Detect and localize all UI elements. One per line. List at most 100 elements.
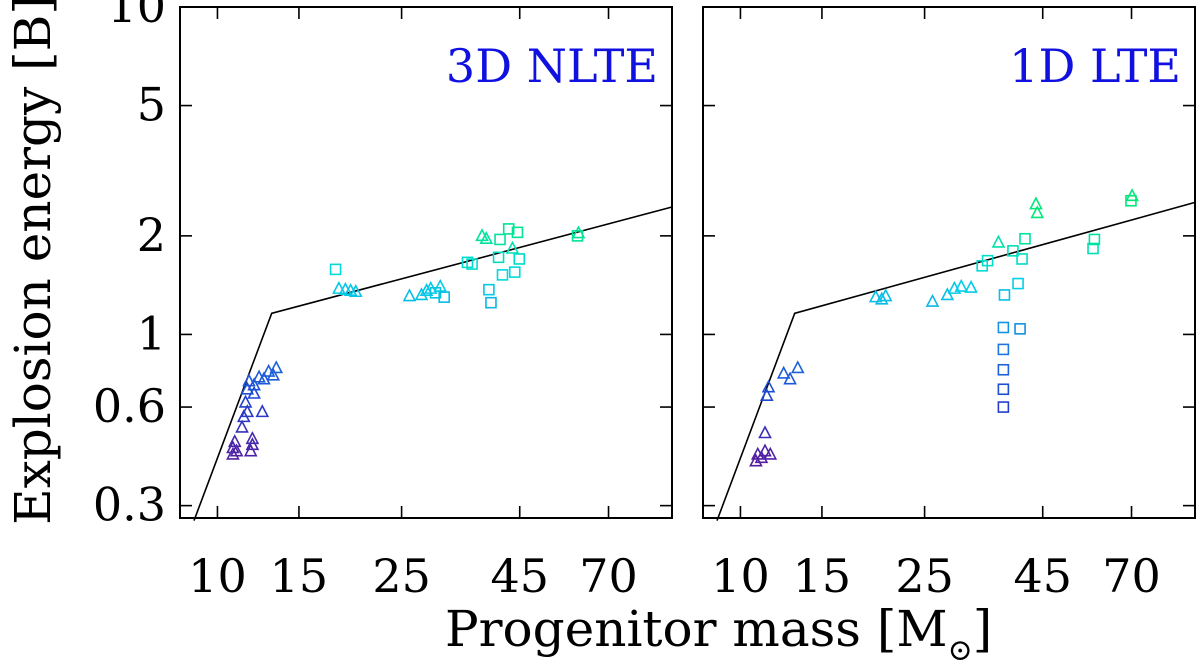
y-tick-label: 2 xyxy=(137,208,166,262)
data-point-triangle xyxy=(240,404,255,418)
data-point-triangle xyxy=(763,446,778,460)
data-point-triangle xyxy=(878,288,893,302)
data-point-triangle xyxy=(227,434,242,448)
y-tick-label: 5 xyxy=(137,78,166,132)
data-point-triangle xyxy=(776,365,791,379)
x-axis-label-text: Progenitor mass [M xyxy=(445,600,948,658)
data-point-triangle xyxy=(783,371,797,385)
data-point-square xyxy=(502,223,515,235)
data-point-triangle xyxy=(245,431,260,445)
data-point-triangle xyxy=(419,282,434,296)
x-tick-label: 15 xyxy=(793,549,852,603)
fit-line xyxy=(716,201,1196,521)
data-point-triangle xyxy=(266,367,281,381)
panel-frame-2 xyxy=(702,6,1196,519)
data-point-triangle xyxy=(964,279,978,293)
data-point-square xyxy=(1088,233,1101,246)
data-point-triangle xyxy=(749,453,763,467)
data-point-square xyxy=(508,266,521,278)
data-point-triangle xyxy=(991,234,1006,248)
x-tick-label: 25 xyxy=(372,549,431,603)
x-axis-label: Progenitor mass [M⊙] xyxy=(445,600,992,664)
panel-label: 1D LTE xyxy=(1009,39,1181,93)
x-tick-label: 70 xyxy=(579,549,638,603)
data-point-triangle xyxy=(402,288,417,302)
data-point-square xyxy=(485,296,497,309)
data-point-triangle xyxy=(758,425,772,439)
data-point-square xyxy=(1014,323,1026,335)
data-point-square xyxy=(492,251,505,264)
data-point-square xyxy=(997,401,1010,413)
data-point-triangle xyxy=(954,278,969,292)
data-point-triangle xyxy=(332,280,346,294)
data-point-triangle xyxy=(433,278,448,292)
data-point-triangle xyxy=(761,379,776,393)
data-point-square xyxy=(1087,242,1099,255)
data-point-triangle xyxy=(758,443,772,457)
data-point-square xyxy=(1016,253,1028,265)
data-point-triangle xyxy=(1125,188,1139,202)
data-point-triangle xyxy=(242,373,256,387)
data-point-triangle xyxy=(243,443,258,457)
x-axis-label-close: ] xyxy=(973,600,993,658)
data-point-square xyxy=(997,321,1010,334)
data-point-square xyxy=(997,343,1010,356)
data-point-triangle xyxy=(245,437,260,451)
data-point-square xyxy=(1012,277,1024,290)
x-tick-label: 15 xyxy=(270,549,329,603)
data-point-square xyxy=(997,363,1010,376)
data-point-triangle xyxy=(754,450,769,464)
panel-frame-1 xyxy=(179,6,673,519)
data-point-triangle xyxy=(1029,196,1043,210)
data-point-triangle xyxy=(226,446,240,460)
solar-mass-symbol: ⊙ xyxy=(948,633,973,664)
data-point-triangle xyxy=(505,240,520,254)
x-tick-label: 10 xyxy=(188,549,247,603)
data-point-square xyxy=(997,383,1010,396)
x-tick-label: 45 xyxy=(1013,549,1072,603)
data-point-triangle xyxy=(571,225,586,239)
data-point-triangle xyxy=(759,387,774,401)
data-point-triangle xyxy=(1030,205,1045,219)
x-tick-label: 45 xyxy=(490,549,549,603)
data-point-triangle xyxy=(874,291,889,305)
data-point-square xyxy=(511,226,524,239)
data-point-triangle xyxy=(255,404,270,418)
data-point-triangle xyxy=(247,385,261,399)
data-point-triangle xyxy=(269,360,284,374)
data-point-square xyxy=(513,253,526,265)
data-point-square xyxy=(438,291,450,303)
data-point-triangle xyxy=(868,289,883,303)
data-point-square xyxy=(496,269,509,281)
y-tick-label: 0.3 xyxy=(93,478,166,532)
x-tick-label: 25 xyxy=(895,549,954,603)
data-point-triangle xyxy=(229,443,244,457)
data-point-triangle xyxy=(257,371,271,385)
data-point-triangle xyxy=(414,287,429,301)
x-tick-label: 10 xyxy=(711,549,770,603)
data-point-triangle xyxy=(238,394,253,408)
data-point-square xyxy=(483,283,495,296)
data-point-triangle xyxy=(247,377,261,391)
x-tick-label: 70 xyxy=(1102,549,1161,603)
data-point-triangle xyxy=(348,284,363,298)
data-point-triangle xyxy=(479,231,494,245)
data-point-triangle xyxy=(790,360,805,374)
y-tick-label: 0.6 xyxy=(93,379,166,433)
y-tick-label: 10 xyxy=(107,0,166,33)
data-point-square xyxy=(998,289,1011,301)
fit-line xyxy=(193,206,673,521)
data-point-triangle xyxy=(940,287,955,301)
data-point-square xyxy=(981,254,994,267)
data-point-square xyxy=(1019,232,1031,245)
data-point-square xyxy=(466,258,478,270)
data-point-square xyxy=(494,233,506,246)
data-point-triangle xyxy=(235,419,249,433)
panel-label: 3D NLTE xyxy=(446,39,658,93)
data-point-square xyxy=(329,263,342,276)
data-point-square xyxy=(1007,245,1019,257)
data-point-triangle xyxy=(925,293,940,307)
y-tick-label: 1 xyxy=(137,306,166,360)
